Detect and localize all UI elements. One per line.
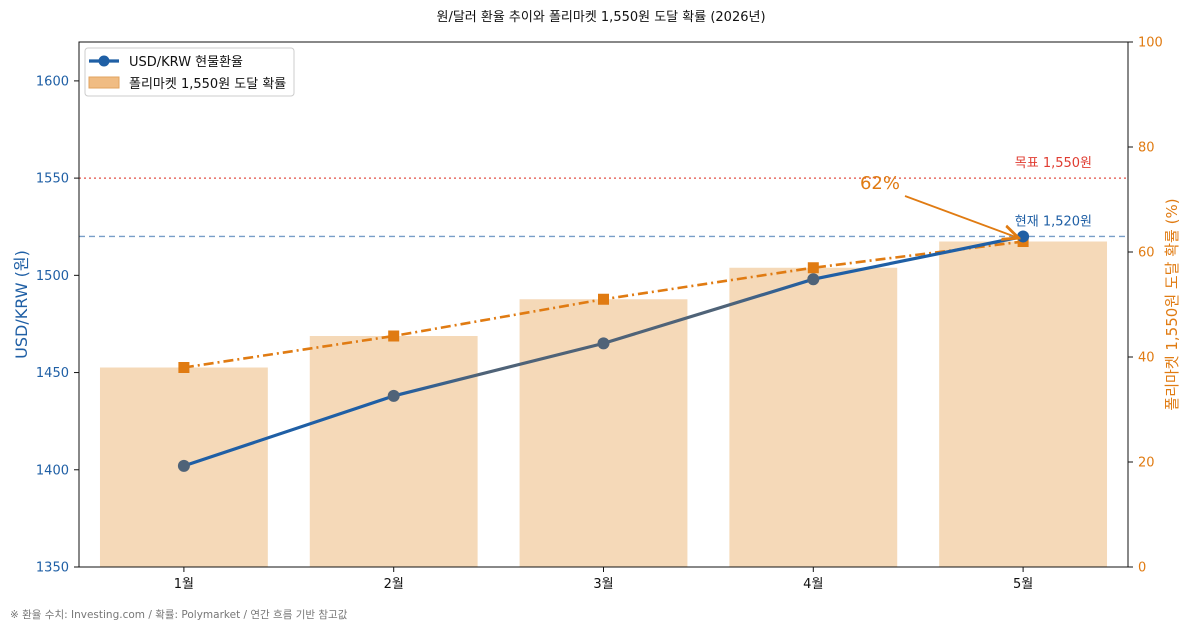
right-axis-label: 폴리마켓 1,550원 도달 확률 (%): [1163, 198, 1181, 410]
usdkrw-marker-2: [387, 389, 400, 402]
line-layer: [177, 230, 1030, 472]
legend-bar-swatch: [88, 76, 120, 89]
current-reference-label: 현재 1,520원: [1015, 214, 1092, 229]
legend-label-prob: 폴리마켓 1,550원 도달 확률: [129, 77, 286, 92]
annotation-label: 62%: [860, 173, 900, 194]
usdkrw-marker-3: [597, 337, 610, 350]
right-tick-label: 60: [1138, 246, 1155, 261]
left-tick-label: 1400: [36, 463, 69, 478]
x-tick-label: 3월: [593, 577, 613, 592]
right-tick-label: 20: [1138, 456, 1155, 471]
legend-label-usdkrw: USD/KRW 현물환율: [129, 55, 243, 70]
left-tick-label: 1550: [36, 172, 69, 187]
right-tick-label: 80: [1138, 141, 1155, 156]
prob-marker-2: [388, 330, 400, 342]
usdkrw-marker-1: [177, 459, 190, 472]
prob-bar-4: [729, 267, 898, 567]
left-tick-label: 1450: [36, 366, 69, 381]
footnote: ※ 환율 수치: Investing.com / 확률: Polymarket …: [10, 608, 348, 621]
prob-marker-3: [598, 293, 609, 305]
x-tick-label: 5월: [1013, 577, 1033, 592]
left-tick-label: 1350: [36, 561, 69, 576]
bar-layer: [99, 241, 1108, 567]
right-tick-label: 0: [1138, 561, 1146, 576]
right-tick-label: 100: [1138, 36, 1163, 51]
usdkrw-marker-4: [807, 273, 820, 286]
prob-bar-5: [939, 241, 1108, 567]
annotation-arrow: [904, 195, 1017, 238]
prob-marker-1: [178, 362, 190, 373]
prob-bar-2: [309, 336, 478, 567]
axes: 1350 1400 1450 1500 1550 1600 0 20 40 60 80 100 1월 2월…: [12, 36, 1181, 593]
x-tick-label: 2월: [384, 577, 404, 592]
chart-title: 원/달러 환율 추이와 폴리마켓 1,550원 도달 확률 (2026년): [436, 10, 765, 25]
prob-marker-4: [807, 262, 819, 274]
left-tick-label: 1500: [36, 269, 69, 284]
x-tick-label: 1월: [174, 577, 194, 592]
right-tick-label: 40: [1138, 351, 1155, 366]
annotation-layer: 62%: [860, 173, 1017, 238]
left-axis-label: USD/KRW (원): [12, 250, 31, 359]
target-reference-label: 목표 1,550원: [1015, 156, 1092, 171]
x-tick-label: 4월: [803, 577, 823, 592]
usdkrw-marker-5: [1017, 230, 1030, 243]
legend-marker-swatch: [98, 55, 110, 67]
left-tick-label: 1600: [36, 74, 69, 89]
legend-box: [84, 47, 295, 97]
